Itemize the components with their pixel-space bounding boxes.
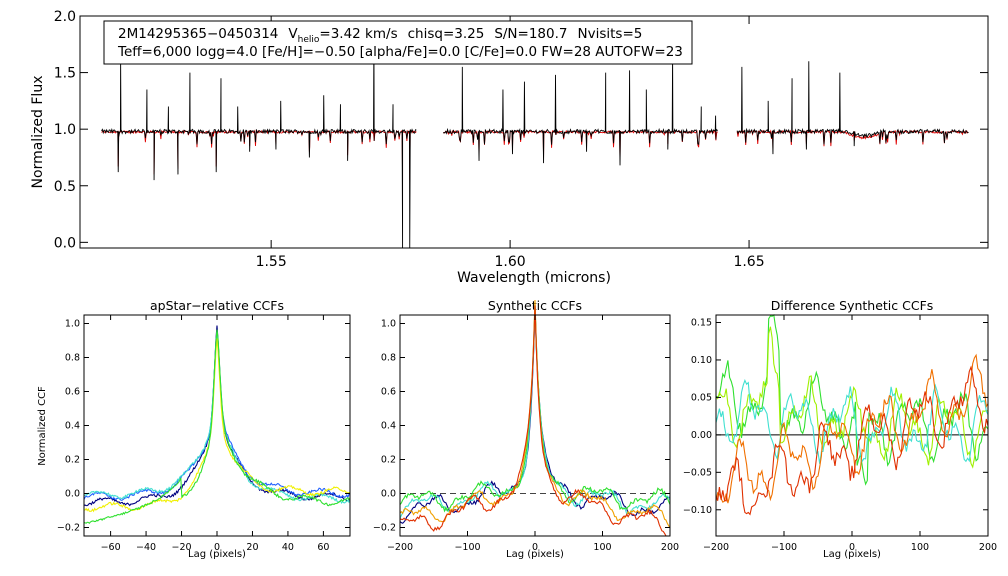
info-line-1: 2M14295365−0450314 Vhelio=3.42 km/s chisq=… [118, 26, 642, 45]
x-tick-label: 100 [911, 542, 929, 553]
x-tick-label: 0 [214, 542, 220, 553]
ccf-difference-panel: Difference Synthetic CCFs −200 −100 0 100 20… [683, 298, 997, 560]
ccf-difference-line-visit-1 [715, 313, 989, 486]
x-tick-label: 0 [532, 542, 538, 553]
y-tick-label: −0.10 [683, 505, 712, 516]
x-tick-label: 40 [282, 542, 294, 553]
spectrum-info-box: 2M14295365−0450314 Vhelio=3.42 km/s chisq=… [103, 20, 693, 65]
y-tick-label: 1.0 [65, 319, 80, 330]
spectrum-observed-line [101, 32, 417, 249]
y-tick-label: 0.10 [691, 355, 712, 366]
x-tick-label: 1.60 [495, 254, 526, 270]
y-tick-label: 2.0 [54, 9, 76, 25]
x-tick-label: 60 [317, 542, 329, 553]
ccf-apstar-plot-area [83, 325, 351, 525]
y-tick-label: 0.4 [381, 421, 396, 432]
x-tick-label: −20 [172, 542, 192, 553]
ccf-synthetic-plot-area [399, 300, 671, 537]
x-tick-label: 1.55 [256, 254, 287, 270]
ccf-difference-ticks: −200 −100 0 100 200 −0.10 −0.05 0.00 0.05 0.10 0.1… [683, 315, 997, 553]
ccf-synthetic-x-axis-label: Lag (pixels) [506, 549, 564, 560]
y-tick-label: 1.0 [381, 319, 396, 330]
y-tick-label: 0.15 [691, 317, 712, 328]
spectrum-x-axis-label: Wavelength (microns) [457, 270, 611, 286]
y-tick-label: 0.2 [381, 455, 396, 466]
ccf-difference-x-axis-label: Lag (pixels) [823, 549, 881, 560]
y-tick-label: 0.4 [65, 421, 80, 432]
y-tick-label: 0.6 [65, 387, 80, 398]
ccf-apstar-title: apStar−relative CCFs [150, 298, 284, 313]
x-tick-label: −60 [101, 542, 121, 553]
x-tick-label: 200 [661, 542, 679, 553]
ccf-synthetic-line-visit-5 [399, 305, 670, 537]
ccf-difference-line-visit-3 [715, 378, 989, 464]
x-tick-label: −200 [703, 542, 729, 553]
ccf-difference-plot-area [715, 313, 989, 516]
x-tick-label: −100 [454, 542, 480, 553]
ccf-synthetic-ticks: −200 −100 0 100 200 −0.2 0.0 0.2 0.4 0.6 0.8 1.0 [373, 315, 679, 553]
ccf-apstar-panel: apStar−relative CCFs −60 −40 −20 0 20 40 60 −0.… [37, 298, 351, 560]
y-tick-label: 0.8 [381, 353, 396, 364]
info-vhelio-value: =3.42 km/s [319, 26, 397, 42]
ccf-synthetic-panel: Synthetic CCFs −200 −100 0 100 200−0.20.00.2… [373, 298, 679, 560]
info-vhelio-sub: helio [298, 35, 320, 45]
ccf-apstar-y-axis-label: Normalized CCF [37, 386, 48, 466]
y-tick-label: 0.0 [54, 235, 76, 251]
info-chisq: chisq=3.25 [408, 26, 485, 42]
spectrum-ticks: 1.55 1.60 1.65 0.0 0.5 1.0 1.5 2.0 [54, 9, 988, 270]
ccf-apstar-x-axis-label: Lag (pixels) [188, 549, 246, 560]
spectrum-plot-area [101, 32, 969, 249]
y-tick-label: 0.0 [381, 489, 396, 500]
y-tick-label: 0.0 [65, 489, 80, 500]
spectrum-y-axis-label: Normalized Flux [30, 76, 46, 189]
info-object-id: 2M14295365−0450314 [118, 26, 278, 42]
x-tick-label: 1.65 [733, 254, 764, 270]
ccf-apstar-line-visit-4 [83, 338, 351, 513]
y-tick-label: 0.00 [691, 430, 712, 441]
y-tick-label: 0.6 [381, 387, 396, 398]
y-tick-label: 0.8 [65, 353, 80, 364]
ccf-synthetic-line-visit-4 [399, 300, 671, 529]
x-tick-label: 20 [246, 542, 258, 553]
x-tick-label: −200 [387, 542, 413, 553]
y-tick-label: 0.2 [65, 455, 80, 466]
x-tick-label: 0 [849, 542, 855, 553]
spectrum-frame [79, 15, 989, 249]
x-tick-label: 100 [593, 542, 611, 553]
x-tick-label: 200 [979, 542, 997, 553]
info-box-frame [103, 20, 693, 65]
info-line-2: Teff=6,000 logg=4.0 [Fe/H]=−0.50 [alpha/… [117, 44, 683, 60]
y-tick-label: −0.2 [373, 523, 396, 534]
spectrum-observed-line [442, 52, 718, 166]
info-vhelio-prefix: V [288, 26, 298, 42]
y-tick-label: 0.5 [54, 179, 76, 195]
y-tick-label: −0.2 [57, 523, 80, 534]
y-tick-label: 1.5 [54, 66, 76, 82]
ccf-apstar-line-visit-5 [83, 329, 351, 525]
spectrum-panel: 1.55 1.60 1.65 0.0 0.5 1.0 1.5 2.0 2M14295365−0… [30, 9, 989, 286]
ccf-difference-title: Difference Synthetic CCFs [771, 298, 934, 313]
x-tick-label: −100 [771, 542, 797, 553]
x-tick-label: −40 [136, 542, 156, 553]
ccf-apstar-ticks: −60 −40 −20 0 20 40 60 −0.2 0.0 0.2 0.4 0.6 0.8 1.0 [57, 315, 350, 553]
ccf-difference-line-visit-4 [715, 353, 989, 504]
ccf-difference-line-visit-5 [715, 365, 989, 516]
y-tick-label: −0.05 [683, 467, 712, 478]
y-tick-label: 1.0 [54, 122, 76, 138]
spectrum-observed-line [736, 61, 969, 155]
info-snr: S/N=180.7 [494, 26, 567, 42]
y-tick-label: 0.05 [691, 392, 712, 403]
info-nvisits: Nvisits=5 [578, 26, 643, 42]
